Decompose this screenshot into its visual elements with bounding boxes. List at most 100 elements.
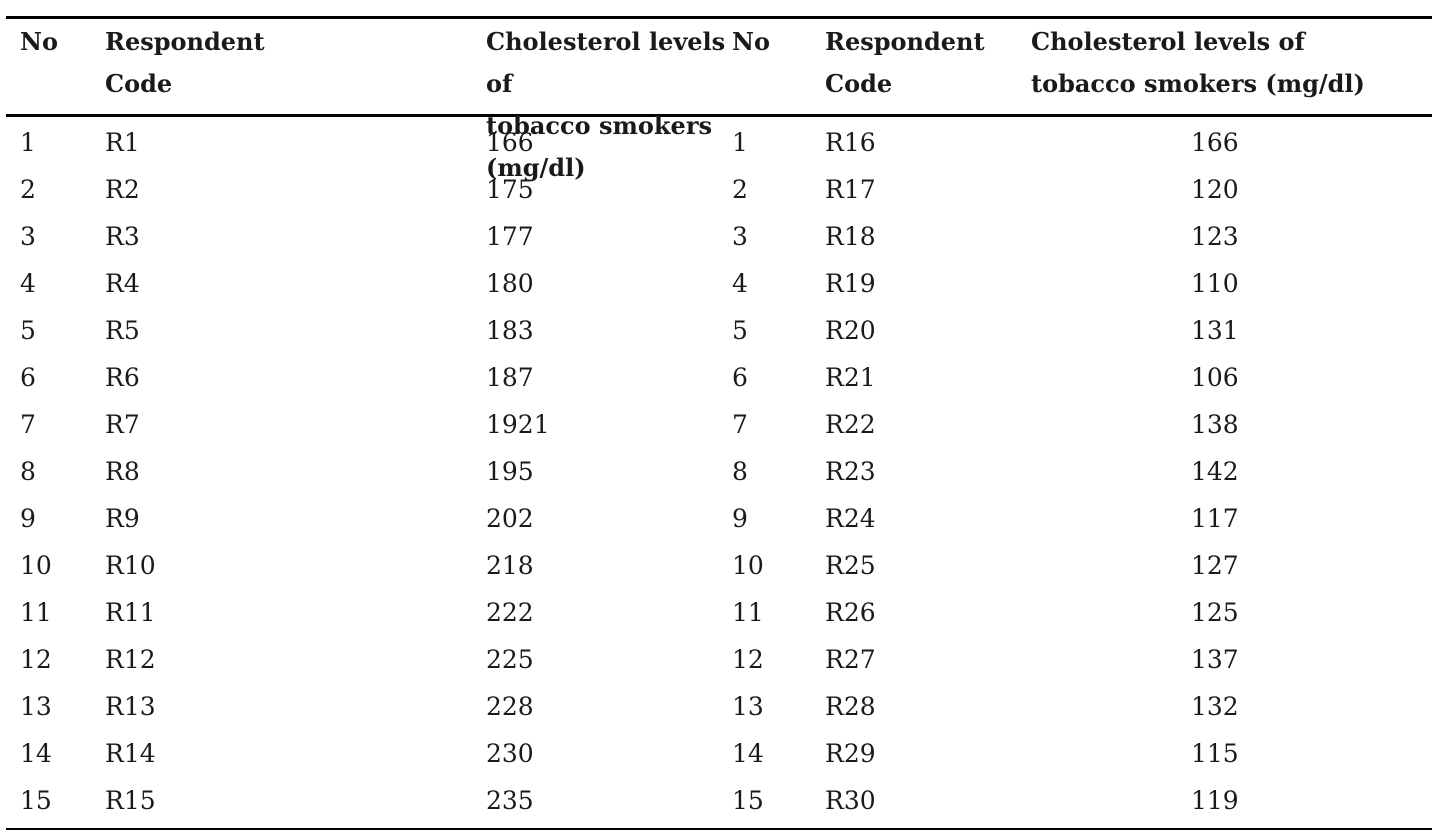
table-row: 9 R9 202 9 R24 117 — [6, 495, 1432, 542]
table-row: 5 R5 183 5 R20 131 — [6, 307, 1432, 354]
cell-cholesterol-right: 115 — [1191, 739, 1239, 768]
cell-cholesterol-left: 218 — [486, 551, 534, 580]
cell-cholesterol-right: 125 — [1191, 598, 1239, 627]
cell-respondent-code-right: R16 — [825, 128, 876, 157]
cell-cholesterol-left: 235 — [486, 786, 534, 815]
cell-respondent-code-right: R29 — [825, 739, 876, 768]
table-row: 10 R10 218 10 R25 127 — [6, 542, 1432, 589]
cell-no-left: 2 — [20, 175, 36, 204]
header-cholesterol-right: Cholesterol levels of tobacco smokers (m… — [1031, 19, 1432, 105]
cell-no-right: 4 — [732, 269, 748, 298]
cell-respondent-code-left: R2 — [105, 175, 140, 204]
cell-no-left: 3 — [20, 222, 36, 251]
table-header-row: No Respondent Code Cholesterol levels of… — [6, 19, 1432, 182]
cell-respondent-code-left: R3 — [105, 222, 140, 251]
table-row: 7 R7 1921 7 R22 138 — [6, 401, 1432, 448]
cell-cholesterol-right: 132 — [1191, 692, 1239, 721]
table-header-rule — [6, 114, 1432, 117]
cell-no-left: 6 — [20, 363, 36, 392]
cell-cholesterol-left: 180 — [486, 269, 534, 298]
cell-cholesterol-right: 137 — [1191, 645, 1239, 674]
cell-cholesterol-right: 131 — [1191, 316, 1239, 345]
cell-respondent-code-right: R23 — [825, 457, 876, 486]
cell-no-right: 8 — [732, 457, 748, 486]
cell-cholesterol-left: 230 — [486, 739, 534, 768]
cell-respondent-code-right: R28 — [825, 692, 876, 721]
cell-no-right: 15 — [732, 786, 764, 815]
cell-no-right: 5 — [732, 316, 748, 345]
cell-cholesterol-right: 123 — [1191, 222, 1239, 251]
cell-respondent-code-left: R10 — [105, 551, 156, 580]
cell-respondent-code-right: R19 — [825, 269, 876, 298]
table-row: 4 R4 180 4 R19 110 — [6, 260, 1432, 307]
cell-no-right: 12 — [732, 645, 764, 674]
cell-cholesterol-right: 110 — [1191, 269, 1239, 298]
cell-no-right: 13 — [732, 692, 764, 721]
cell-no-right: 9 — [732, 504, 748, 533]
cell-cholesterol-right: 127 — [1191, 551, 1239, 580]
table-row: 1 R1 166 1 R16 166 — [6, 119, 1432, 166]
header-code-line2: Code — [105, 69, 173, 98]
header-no-text: No — [20, 27, 58, 56]
cell-cholesterol-right: 106 — [1191, 363, 1239, 392]
cell-no-left: 13 — [20, 692, 52, 721]
cell-cholesterol-right: 117 — [1191, 504, 1239, 533]
cell-cholesterol-left: 222 — [486, 598, 534, 627]
cell-cholesterol-right: 142 — [1191, 457, 1239, 486]
cell-cholesterol-left: 1921 — [486, 410, 550, 439]
cell-no-left: 1 — [20, 128, 36, 157]
cell-no-left: 11 — [20, 598, 52, 627]
cell-cholesterol-right: 120 — [1191, 175, 1239, 204]
cell-no-right: 10 — [732, 551, 764, 580]
cell-cholesterol-left: 187 — [486, 363, 534, 392]
header-no-right: No — [726, 19, 821, 63]
cell-respondent-code-right: R24 — [825, 504, 876, 533]
cell-no-left: 14 — [20, 739, 52, 768]
table-body: 1 R1 166 1 R16 166 2 R2 175 2 R17 120 3 R3 177 3 R18 123 4… — [6, 117, 1432, 828]
cell-no-left: 4 — [20, 269, 36, 298]
cell-cholesterol-left: 225 — [486, 645, 534, 674]
cell-respondent-code-left: R7 — [105, 410, 140, 439]
cell-respondent-code-left: R13 — [105, 692, 156, 721]
cell-no-right: 1 — [732, 128, 748, 157]
cell-respondent-code-left: R14 — [105, 739, 156, 768]
cell-cholesterol-right: 138 — [1191, 410, 1239, 439]
cell-respondent-code-right: R18 — [825, 222, 876, 251]
cell-cholesterol-left: 175 — [486, 175, 534, 204]
table-bottom-rule — [6, 828, 1432, 830]
table-row: 14 R14 230 14 R29 115 — [6, 730, 1432, 777]
cell-respondent-code-right: R26 — [825, 598, 876, 627]
cell-respondent-code-right: R25 — [825, 551, 876, 580]
cell-respondent-code-right: R21 — [825, 363, 876, 392]
cell-respondent-code-left: R4 — [105, 269, 140, 298]
cell-no-left: 7 — [20, 410, 36, 439]
table-row: 6 R6 187 6 R21 106 — [6, 354, 1432, 401]
cell-cholesterol-left: 228 — [486, 692, 534, 721]
header-respondent-code-left: Respondent Code — [101, 19, 316, 105]
cell-no-right: 3 — [732, 222, 748, 251]
header-respondent-code-right: Respondent Code — [821, 19, 1031, 105]
header-no-text: No — [732, 27, 770, 56]
table-row: 15 R15 235 15 R30 119 — [6, 777, 1432, 824]
header-chol-line2: tobacco smokers (mg/dl) — [1031, 69, 1365, 98]
cell-respondent-code-left: R9 — [105, 504, 140, 533]
cell-cholesterol-left: 202 — [486, 504, 534, 533]
cell-no-left: 8 — [20, 457, 36, 486]
table-row: 13 R13 228 13 R28 132 — [6, 683, 1432, 730]
cell-no-right: 7 — [732, 410, 748, 439]
table-row: 12 R12 225 12 R27 137 — [6, 636, 1432, 683]
cell-no-right: 11 — [732, 598, 764, 627]
header-code-line2: Code — [825, 69, 893, 98]
cell-no-left: 5 — [20, 316, 36, 345]
header-chol-line1: Cholesterol levels of — [1031, 27, 1305, 56]
table-row: 3 R3 177 3 R18 123 — [6, 213, 1432, 260]
cell-no-left: 9 — [20, 504, 36, 533]
cell-no-left: 10 — [20, 551, 52, 580]
cell-respondent-code-right: R20 — [825, 316, 876, 345]
cell-cholesterol-right: 166 — [1191, 128, 1239, 157]
cell-cholesterol-right: 119 — [1191, 786, 1239, 815]
cell-respondent-code-left: R12 — [105, 645, 156, 674]
cell-respondent-code-right: R30 — [825, 786, 876, 815]
cell-respondent-code-right: R27 — [825, 645, 876, 674]
table-top-rule — [6, 16, 1432, 19]
